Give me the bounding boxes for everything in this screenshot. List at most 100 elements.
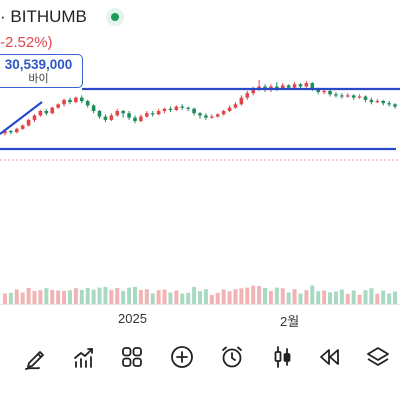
candle-body — [50, 107, 55, 114]
candle-body — [304, 83, 309, 87]
candle-body — [14, 128, 19, 133]
volume-bar — [79, 289, 84, 304]
candle-body — [85, 100, 90, 106]
volume-bar — [245, 287, 250, 304]
candle-body — [91, 105, 96, 111]
volume-bar — [215, 292, 220, 304]
volume-bar — [393, 291, 398, 304]
candle-body — [168, 108, 173, 110]
volume-bar — [298, 293, 303, 304]
volume-bar — [227, 291, 232, 304]
volume-bar — [132, 286, 137, 304]
candle-body — [79, 97, 84, 101]
volume-bar — [103, 286, 108, 304]
layout-tool-button[interactable] — [118, 343, 146, 371]
draw-tool-button[interactable] — [22, 343, 50, 371]
volume-bar — [322, 290, 327, 304]
volume-bar — [239, 288, 244, 304]
candle-body — [310, 83, 315, 89]
plus-circle-icon — [171, 346, 193, 368]
indicator-tool-button[interactable] — [70, 343, 98, 371]
candle-body — [280, 85, 285, 89]
volume-bar — [56, 290, 61, 304]
candle-body — [198, 113, 202, 116]
candle-body — [357, 96, 362, 98]
candle-body — [227, 107, 232, 111]
volume-bar — [50, 289, 55, 304]
candle-body — [334, 94, 338, 96]
candle-body — [204, 115, 208, 118]
volume-bar — [26, 287, 31, 304]
volume-bar — [292, 289, 297, 304]
volume-bar — [198, 291, 202, 304]
candle-body — [221, 111, 226, 115]
layers-icon — [367, 347, 389, 366]
volume-bar — [85, 287, 90, 304]
volume-bar — [316, 291, 321, 304]
candle-body — [127, 113, 131, 118]
volume-bar — [73, 288, 78, 304]
volume-bar — [156, 290, 161, 304]
candle-body — [322, 90, 326, 93]
alert-tool-button[interactable] — [218, 343, 246, 371]
candlestick-icon — [274, 346, 291, 368]
candle-body — [286, 85, 291, 88]
volume-bar — [44, 288, 49, 304]
candle-body — [375, 100, 380, 103]
volume-bar — [381, 290, 386, 304]
candle-body — [109, 115, 114, 120]
price-change: -2.52%) — [0, 34, 53, 51]
price-chart[interactable] — [0, 0, 400, 330]
price-tag[interactable]: 30,539,000 바이 — [0, 54, 83, 88]
volume-bar — [67, 290, 72, 304]
volume-bar — [345, 293, 350, 304]
candle-body — [150, 113, 155, 115]
volume-bar — [38, 290, 43, 304]
volume-bar — [192, 286, 197, 304]
candle-body — [145, 113, 149, 117]
volume-bar — [150, 293, 155, 304]
price-tag-value: 30,539,000 — [4, 57, 73, 72]
candle-type-tool-button[interactable] — [268, 343, 296, 371]
candle-body — [180, 106, 185, 108]
candle-body — [316, 88, 321, 93]
layers-tool-button[interactable] — [364, 343, 392, 371]
volume-bar — [121, 290, 126, 304]
market-title: · BITHUMB — [0, 7, 87, 26]
volume-bar — [286, 292, 291, 304]
alarm-clock-icon — [222, 346, 242, 368]
volume-bar — [251, 285, 256, 304]
candle-body — [103, 116, 108, 120]
volume-bar — [2, 293, 7, 304]
volume-bar — [144, 289, 149, 304]
volume-bar — [8, 292, 13, 304]
volume-bar — [203, 289, 208, 304]
volume-bar — [174, 290, 179, 304]
candle-body — [292, 84, 297, 88]
candle-body — [133, 117, 137, 122]
candle-body — [381, 100, 386, 104]
candle-body — [192, 108, 196, 114]
candle-body — [56, 104, 60, 108]
candle-body — [328, 90, 332, 95]
candle-body — [68, 99, 72, 103]
candle-body — [115, 111, 120, 116]
volume-bar — [304, 290, 309, 304]
replay-tool-button[interactable] — [316, 343, 344, 371]
grid-icon — [122, 347, 142, 367]
volume-bar — [115, 287, 120, 304]
candle-body — [363, 96, 368, 100]
add-tool-button[interactable] — [168, 343, 196, 371]
candle-body — [215, 114, 220, 117]
volume-bar — [280, 288, 285, 304]
candle-body — [186, 107, 190, 109]
pen-icon — [25, 351, 44, 370]
volume-bar — [369, 288, 374, 304]
volume-bar — [186, 292, 191, 304]
volume-bar — [127, 287, 132, 304]
volume-bar — [263, 287, 268, 304]
volume-bar — [32, 290, 37, 304]
volume-bar — [363, 290, 368, 304]
candle-body — [275, 86, 279, 89]
candle-body — [139, 116, 143, 122]
